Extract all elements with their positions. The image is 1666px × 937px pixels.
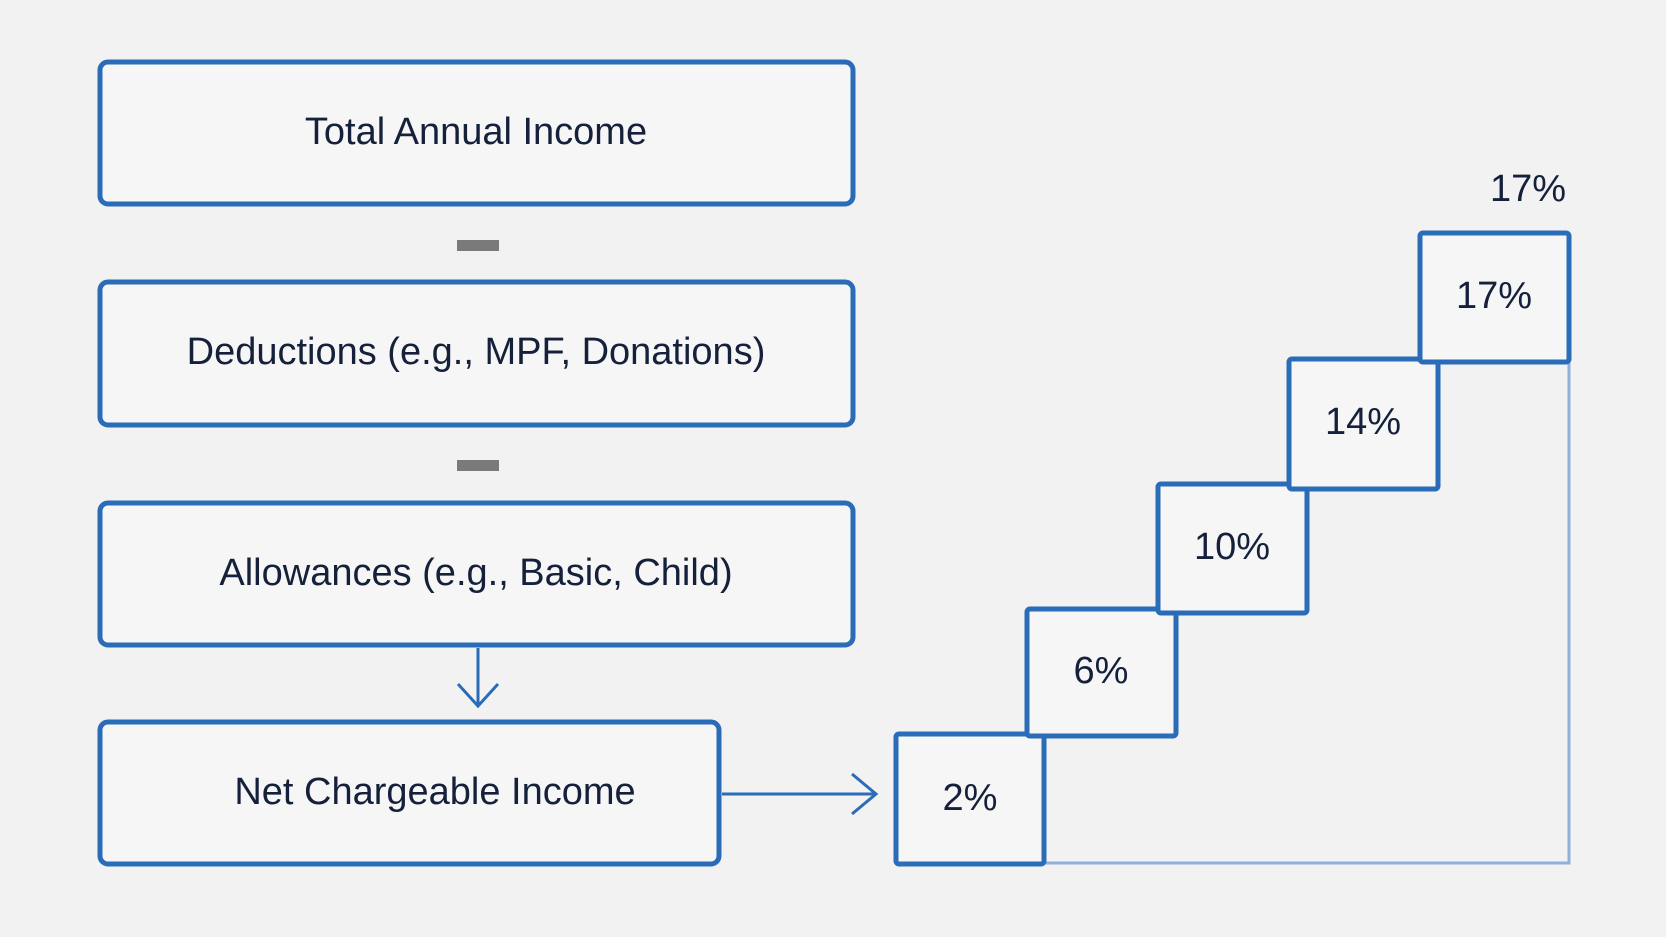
box-label: Total Annual Income [305,111,647,153]
step-label: 2% [943,777,998,819]
box-label: Deductions (e.g., MPF, Donations) [187,331,766,373]
net-income-box [97,719,722,867]
step-box [1024,606,1179,739]
minus-sign [457,460,499,471]
deductions-box [97,279,856,428]
step-box [893,731,1047,867]
step-box [1417,230,1572,365]
top-label: 17% [1490,168,1566,210]
step-outline [1044,362,1571,865]
box-label: Net Chargeable Income [234,771,635,813]
right-arrow [722,772,879,816]
step-label: 6% [1074,650,1129,692]
step-box [1155,481,1310,616]
allowances-box [97,500,856,648]
rate-steps: 2% 6% 10% 14% 17% 17% [893,168,1572,867]
down-arrow [456,648,500,709]
step-label: 14% [1325,401,1401,443]
box-label: Allowances (e.g., Basic, Child) [219,552,732,594]
step-label: 17% [1456,275,1532,317]
step-label: 10% [1194,526,1270,568]
minus-sign [457,240,499,251]
income-box [97,59,856,207]
step-box [1286,356,1441,492]
flow: Total Annual Income Deductions (e.g., MP… [97,59,879,867]
